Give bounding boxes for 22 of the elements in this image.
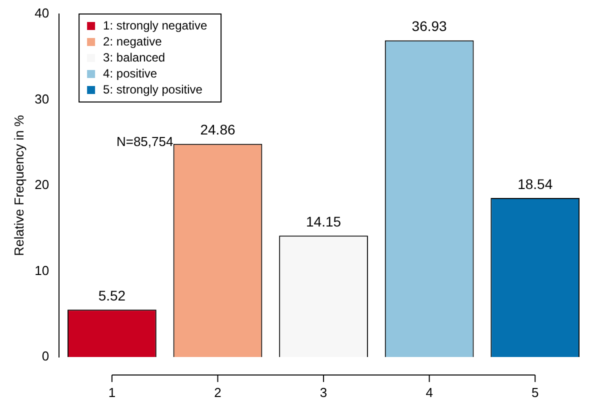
y-tick-label: 0 — [42, 348, 50, 364]
data-label: 5.52 — [98, 288, 126, 304]
annotation: N=85,754 — [116, 134, 174, 150]
x-tick-label: 1 — [108, 385, 116, 400]
data-label: 18.54 — [518, 176, 553, 192]
data-label: 36.93 — [412, 18, 448, 34]
legend-label: 1: strongly negative — [103, 18, 208, 32]
x-tick-label: 5 — [531, 385, 539, 400]
legend-label: 5: strongly positive — [103, 82, 203, 96]
y-tick-label: 10 — [34, 262, 50, 278]
x-tick-label: 2 — [214, 385, 222, 400]
x-tick-label: 4 — [426, 385, 433, 400]
x-tick-label: 3 — [320, 385, 328, 400]
legend-label: 2: negative — [103, 34, 162, 48]
data-label: 14.15 — [306, 214, 342, 230]
y-tick-label: 20 — [34, 177, 50, 192]
y-axis-title: Relative Frequency in % — [11, 114, 26, 256]
legend-label: 4: positive — [103, 66, 158, 80]
y-tick-label: 30 — [34, 91, 50, 106]
y-tick-label: 40 — [34, 6, 50, 21]
legend-label: 3: balanced — [103, 50, 166, 64]
data-label: 24.86 — [200, 122, 236, 138]
